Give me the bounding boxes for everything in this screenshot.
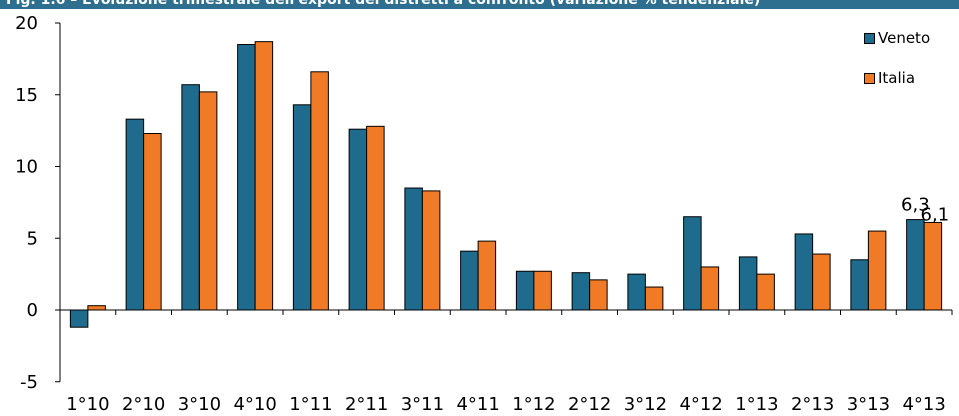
y-tick-label: -5 [20, 372, 38, 393]
bar-italia [589, 279, 608, 311]
bar-italia [533, 270, 552, 311]
y-tick-label: 15 [15, 85, 38, 106]
bar-veneto [404, 187, 423, 311]
bar-veneto [683, 216, 702, 311]
y-tick-label: 10 [15, 157, 38, 178]
legend-swatch-veneto [864, 32, 875, 44]
bar-italia [366, 125, 385, 311]
bar-italia [254, 41, 274, 311]
y-tick-label: 20 [15, 13, 38, 34]
bar-italia [477, 240, 497, 311]
x-tick-label: 4°11 [456, 394, 499, 415]
x-tick-label: 4°10 [233, 394, 276, 415]
bar-italia [143, 132, 162, 311]
legend-label-italia: Italia [878, 69, 916, 87]
bar-italia [756, 273, 775, 311]
bar-veneto [738, 256, 758, 311]
x-tick-label: 4°12 [679, 394, 722, 415]
x-tick-label: 2°13 [791, 394, 834, 415]
x-tick-label: 3°11 [401, 394, 444, 415]
bar-veneto [460, 250, 479, 311]
y-tick-label: 5 [27, 228, 38, 249]
x-tick-label: 2°12 [568, 394, 611, 415]
legend: Veneto Italia [864, 28, 930, 108]
x-tick-label: 3°13 [847, 394, 890, 415]
bar-veneto [237, 44, 256, 311]
y-tick-label: 0 [27, 300, 38, 321]
legend-item-veneto: Veneto [864, 28, 930, 48]
bar-veneto [181, 84, 200, 311]
x-tick-label: 2°10 [122, 394, 165, 415]
data-label-italia: 6,1 [921, 204, 950, 225]
bar-veneto [627, 273, 646, 311]
legend-swatch-italia [864, 72, 875, 84]
x-tick-label: 1°13 [735, 394, 778, 415]
bar-italia [198, 91, 218, 311]
bar-italia [867, 230, 887, 311]
x-tick-label: 4°13 [902, 394, 945, 415]
x-tick-label: 1°12 [512, 394, 555, 415]
x-tick-label: 2°11 [345, 394, 388, 415]
chart-title-bar: Fig. 1.6 – Evoluzione trimestrale dell'e… [0, 0, 959, 9]
bar-italia [87, 305, 106, 311]
bar-veneto [292, 104, 312, 311]
data-label-veneto: 6,3 [901, 195, 930, 216]
bar-veneto [348, 128, 368, 311]
bar-veneto [794, 233, 814, 311]
bar-veneto [125, 118, 145, 311]
bar-italia [923, 221, 943, 311]
bar-italia [310, 71, 329, 311]
x-tick-label: 3°12 [624, 394, 667, 415]
legend-item-italia: Italia [864, 68, 930, 88]
bar-italia [644, 286, 664, 311]
bar-italia [812, 253, 831, 311]
bar-veneto [906, 219, 925, 311]
legend-label-veneto: Veneto [878, 29, 931, 47]
bar-veneto [571, 272, 591, 311]
x-tick-label: 3°10 [178, 394, 221, 415]
bar-veneto [850, 259, 869, 311]
x-tick-label: 1°10 [66, 394, 109, 415]
bar-veneto [69, 309, 89, 328]
chart-title: Fig. 1.6 – Evoluzione trimestrale dell'e… [6, 0, 761, 8]
bar-veneto [515, 270, 535, 311]
x-tick-label: 1°11 [289, 394, 332, 415]
bar-italia [421, 190, 441, 311]
bar-italia [700, 266, 720, 311]
